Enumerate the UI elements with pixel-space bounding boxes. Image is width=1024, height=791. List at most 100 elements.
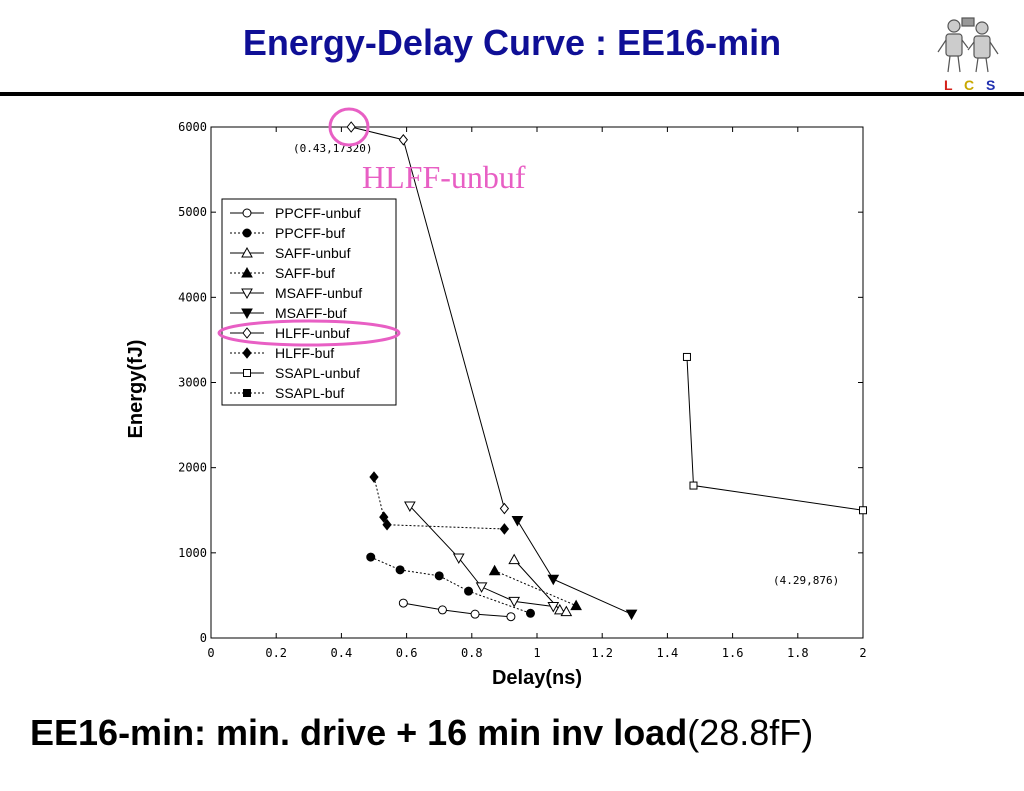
point-ppcff-buf (366, 552, 376, 562)
point-msaff-unbuf (452, 553, 465, 564)
logo-letter-c: C (964, 77, 974, 93)
point-ssapl-unbuf (859, 506, 867, 515)
point-ppcff-unbuf (437, 605, 447, 615)
point-msaff-unbuf (404, 501, 416, 513)
legend-marker-hlff-unbuf (242, 327, 252, 339)
point-hlff-buf (382, 518, 392, 531)
point-ppcff-buf (525, 608, 535, 618)
y-tick-label: 4000 (178, 290, 207, 304)
legend-label-saff-unbuf: SAFF-unbuf (275, 245, 351, 261)
y-tick-label: 5000 (178, 205, 207, 219)
point-ppcff-unbuf (398, 598, 408, 608)
logo-letter-l: L (944, 77, 953, 93)
logo-letter-s: S (986, 77, 995, 93)
highlight-ellipse-legend (217, 319, 401, 347)
x-tick-label: 1.6 (722, 646, 744, 660)
legend-items: PPCFF-unbuf PPCFF-buf SAFF-unbuf SAFF-buf MS… (230, 205, 362, 401)
point-msaff-unbuf (508, 596, 521, 608)
legend-marker-msaff-buf (241, 308, 253, 320)
legend-marker-saff-unbuf (241, 246, 253, 258)
legend-label-hlff-unbuf: HLFF-unbuf (275, 325, 350, 341)
series-markers (346, 121, 867, 622)
point-saff-unbuf (553, 603, 566, 615)
point-saff-buf (570, 599, 582, 611)
point-ppcff-buf (464, 586, 474, 596)
point-hlff-buf (499, 523, 510, 535)
point-saff-buf (488, 564, 501, 576)
series-line-ssapl-unbuf (686, 356, 864, 511)
point-ppcff-buf (395, 565, 405, 575)
point-hlff-buf (379, 511, 389, 523)
point-ppcff-unbuf (506, 612, 516, 622)
logo-figures (937, 17, 999, 73)
y-tick-label: 2000 (178, 461, 207, 475)
y-tick-label: 3000 (178, 376, 207, 390)
x-axis-label: Delay(ns) (492, 667, 582, 689)
series-line-msaff-buf (517, 520, 632, 615)
legend-label-ssapl-unbuf: SSAPL-unbuf (275, 365, 360, 381)
series-line-saff-unbuf (513, 559, 567, 613)
annotation-hlff-point: (0.43,17320) (293, 142, 372, 155)
legend-label-ssapl-buf: SSAPL-buf (275, 385, 344, 401)
title-divider (0, 92, 1024, 96)
caption-bold: EE16-min: min. drive + 16 min inv load (30, 712, 688, 753)
x-tick-label: 0 (207, 646, 214, 660)
y-axis-label: Energy(fJ) (125, 340, 147, 439)
series-lines (351, 126, 864, 618)
x-tick-label: 0.8 (461, 646, 483, 660)
legend-label-ppcff-unbuf: PPCFF-unbuf (275, 205, 361, 221)
y-tick-label: 1000 (178, 546, 207, 560)
point-ppcff-buf (434, 571, 444, 581)
legend-label-msaff-buf: MSAFF-buf (275, 305, 347, 321)
point-msaff-buf (511, 515, 524, 527)
x-tick-label: 1.2 (591, 646, 613, 660)
series-line-saff-buf (494, 570, 577, 607)
legend-marker-msaff-unbuf (241, 288, 253, 300)
legend-label-saff-buf: SAFF-buf (275, 265, 335, 281)
point-ssapl-unbuf (689, 481, 698, 490)
x-tick-label: 2 (859, 646, 866, 660)
point-hlff-buf (369, 471, 379, 483)
point-ppcff-unbuf (470, 609, 480, 619)
legend-marker-ppcff-buf (242, 228, 252, 238)
y-tick-label: 0 (200, 631, 207, 645)
highlight-label: HLFF-unbuf (362, 159, 526, 195)
annotation-ssapl-point: (4.29,876) (773, 574, 839, 587)
legend-marker-hlff-buf (242, 347, 252, 359)
point-hlff-unbuf (398, 133, 408, 146)
point-msaff-unbuf (547, 601, 560, 613)
slide-caption: EE16-min: min. drive + 16 min inv load(2… (30, 712, 813, 754)
highlight-circle-point (328, 107, 370, 147)
slide-title: Energy-Delay Curve : EE16-min (242, 22, 782, 63)
point-msaff-unbuf (475, 582, 488, 593)
legend-marker-ppcff-unbuf (242, 208, 252, 218)
series-line-hlff-buf (373, 476, 505, 530)
point-msaff-buf (625, 609, 638, 621)
x-tick-label: 1.4 (657, 646, 679, 660)
legend-marker-ssapl-unbuf (243, 369, 251, 377)
legend-label-hlff-buf: HLFF-buf (275, 345, 334, 361)
x-tick-label: 1 (533, 646, 540, 660)
legend-label-ppcff-buf: PPCFF-buf (275, 225, 345, 241)
x-tick-label: 0.2 (265, 646, 287, 660)
point-hlff-unbuf (499, 502, 510, 515)
lcs-logo: L C S (937, 17, 999, 93)
legend-marker-saff-buf (241, 266, 253, 278)
series-line-ppcff-unbuf (403, 602, 511, 618)
point-msaff-buf (547, 574, 560, 586)
axis-ticks: 0 0.2 0.4 0.6 0.8 1 1.2 1.4 1.6 1.8 2 0 1000 2000 3000… (178, 120, 867, 660)
x-tick-label: 0.4 (331, 646, 353, 660)
y-tick-label: 6000 (178, 120, 207, 134)
x-tick-label: 1.8 (787, 646, 809, 660)
point-ssapl-unbuf (682, 352, 691, 361)
legend: PPCFF-unbuf PPCFF-buf SAFF-unbuf SAFF-buf MS… (221, 198, 397, 406)
legend-label-msaff-unbuf: MSAFF-unbuf (275, 285, 362, 301)
point-saff-unbuf (560, 605, 573, 617)
legend-marker-ssapl-buf (243, 389, 251, 397)
caption-normal: (28.8fF) (687, 712, 814, 753)
point-hlff-unbuf (346, 121, 356, 133)
x-tick-label: 0.6 (396, 646, 418, 660)
point-saff-unbuf (508, 553, 521, 565)
series-line-ppcff-buf (370, 556, 531, 614)
